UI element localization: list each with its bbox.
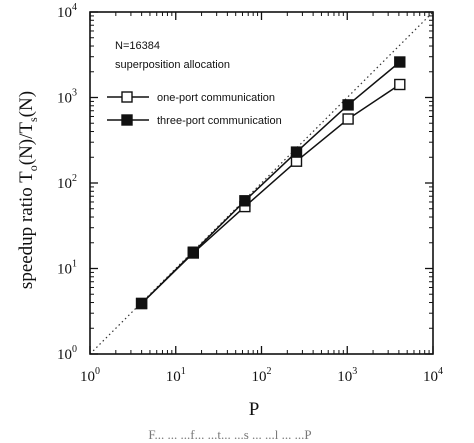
x-tick-label-group: 100 101 102 103 104 [80, 366, 443, 385]
x-tick-label-exponent: 1 [181, 366, 186, 377]
x-tick-label-base: 10 [80, 369, 95, 385]
x-tick-label: 100 [80, 366, 100, 385]
data-point-series-1 [394, 78, 406, 91]
y-tick-label-exponent: 1 [72, 259, 77, 270]
y-tick-label: 102 [57, 173, 77, 192]
y-axis-title-sub-o: o [26, 165, 40, 171]
data-point-series-2 [135, 297, 148, 310]
y-tick-label: 101 [57, 259, 77, 278]
x-tick-label: 102 [252, 366, 272, 385]
y-tick-label: 100 [57, 344, 77, 363]
series-marker-group [135, 56, 406, 310]
x-tick-label-exponent: 2 [267, 366, 272, 377]
x-axis-title: P [249, 399, 260, 420]
series-line-2 [141, 61, 401, 305]
data-point-series-2 [290, 146, 303, 158]
data-point-series-2 [342, 99, 354, 111]
plot-frame [89, 11, 434, 355]
y-tick-label-exponent: 4 [72, 2, 77, 13]
figure-caption: F... ... ...f... ...t... ...s ... ...l .… [148, 427, 311, 442]
y-axis-title-mid: (N)/T [16, 122, 37, 166]
x-tick-label-base: 10 [252, 369, 267, 385]
x-tick-label: 101 [166, 366, 186, 385]
y-axis-title-prefix: speedup ratio T [16, 171, 37, 289]
y-tick-label: 103 [57, 88, 77, 107]
x-tick-label: 103 [337, 366, 357, 385]
legend-marker-one-port [121, 91, 133, 103]
y-tick-label-exponent: 3 [72, 88, 77, 99]
data-point-series-2 [394, 56, 406, 68]
y-tick-label-base: 10 [57, 262, 72, 278]
y-axis-title-suffix: (N) [16, 91, 37, 117]
legend: one-port communication three-port commun… [107, 91, 282, 127]
x-tick-label-exponent: 0 [95, 366, 100, 377]
legend-marker-three-port [121, 114, 133, 126]
x-tick-label-base: 10 [423, 369, 438, 385]
annotation-allocation: superposition allocation [115, 59, 230, 71]
y-tick-label-base: 10 [57, 91, 72, 107]
annotation-n: N=16384 [115, 40, 160, 52]
y-tick-label: 104 [57, 2, 77, 21]
y-axis-title-text: speedup ratio To(N)/Ts(N) [16, 91, 40, 289]
y-tick-label-exponent: 0 [72, 344, 77, 355]
x-tick-label: 104 [423, 366, 443, 385]
x-tick-label-exponent: 4 [438, 366, 443, 377]
y-tick-label-base: 10 [57, 347, 72, 363]
data-point-series-2 [187, 246, 200, 258]
y-tick-label-base: 10 [57, 5, 72, 21]
legend-label-one-port: one-port communication [157, 92, 275, 104]
y-tick-label-base: 10 [57, 176, 72, 192]
data-point-series-2 [239, 195, 251, 207]
x-tick-label-base: 10 [166, 369, 181, 385]
series-line-group [141, 61, 401, 305]
legend-label-three-port: three-port communication [157, 115, 282, 127]
y-axis-title: speedup ratio To(N)/Ts(N) [16, 91, 40, 289]
y-tick-label-exponent: 2 [72, 173, 77, 184]
x-tick-label-exponent: 3 [352, 366, 357, 377]
x-tick-label-base: 10 [337, 369, 352, 385]
data-point-series-1 [342, 113, 354, 125]
y-axis-title-sub-s: s [26, 117, 40, 122]
